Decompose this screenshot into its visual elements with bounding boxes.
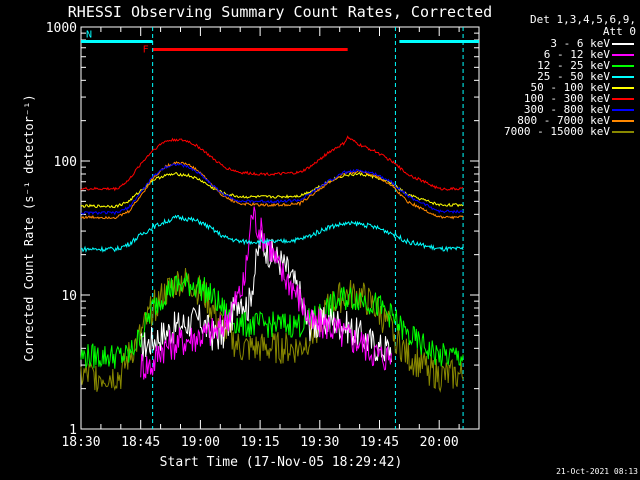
legend-item-label: 25 - 50 keV <box>537 70 610 83</box>
x-tick-labels: 18:30 18:45 19:00 19:15 19:30 19:45 20:00 <box>61 435 458 450</box>
legend-item: 12 - 25 keV <box>488 59 636 72</box>
plot-axes <box>80 26 480 430</box>
series-line <box>80 161 464 220</box>
legend-item-label: 3 - 6 keV <box>550 37 610 50</box>
x-tick-label: 19:45 <box>360 435 399 450</box>
legend-item-label: 7000 - 15000 keV <box>504 125 610 138</box>
x-tick-label: 18:45 <box>121 435 160 450</box>
x-tick-label: 19:00 <box>181 435 220 450</box>
legend: Det 1,3,4,5,6,9, Att 0 3 - 6 keV 6 - 12 k… <box>488 13 636 138</box>
legend-item: 3 - 6 keV <box>488 37 636 50</box>
legend-swatch <box>612 43 634 45</box>
legend-item-label: 100 - 300 keV <box>523 92 610 105</box>
legend-item: 7000 - 15000 keV <box>488 125 636 138</box>
legend-item-label: 800 - 7000 keV <box>517 114 610 127</box>
legend-swatch <box>612 54 634 56</box>
time-markers <box>152 27 464 429</box>
x-tick-label: 18:30 <box>61 435 100 450</box>
legend-header-detectors: Det 1,3,4,5,6,9, <box>530 13 636 26</box>
series-line <box>80 135 464 192</box>
x-tick-label: 20:00 <box>420 435 459 450</box>
y-tick-label: 10 <box>61 289 77 304</box>
legend-header-attenuator: Att 0 <box>602 25 636 38</box>
y-tick-labels: 1 10 100 1000 <box>46 21 77 438</box>
legend-rows: 3 - 6 keV 6 - 12 keV 12 - 25 keV 25 - 50 ke… <box>488 37 636 138</box>
legend-swatch <box>612 87 634 89</box>
legend-swatch <box>612 98 634 100</box>
y-tick-label: 1000 <box>46 21 77 36</box>
flag-bars: NF <box>81 29 479 55</box>
series-line <box>80 163 464 216</box>
flag-label-N: N <box>86 29 92 40</box>
series-lines <box>80 135 464 393</box>
legend-swatch <box>612 131 634 133</box>
x-tick-label: 19:15 <box>241 435 280 450</box>
y-tick-label: 1 <box>69 423 77 438</box>
x-axis-label: Start Time (17-Nov-05 18:29:42) <box>160 455 403 470</box>
y-tick-label: 100 <box>54 155 77 170</box>
timestamp: 21-Oct-2021 08:13 <box>556 467 638 476</box>
legend-item-label: 6 - 12 keV <box>543 48 610 61</box>
legend-item: 800 - 7000 keV <box>488 114 636 127</box>
legend-item: 25 - 50 keV <box>488 70 636 83</box>
legend-item-label: 12 - 25 keV <box>537 59 610 72</box>
x-tick-label: 19:30 <box>300 435 339 450</box>
legend-swatch <box>612 109 634 111</box>
chart-title: RHESSI Observing Summary Count Rates, Co… <box>68 3 492 21</box>
legend-swatch <box>612 65 634 67</box>
series-line <box>80 267 464 393</box>
legend-swatch <box>612 120 634 122</box>
series-line <box>80 272 464 369</box>
legend-swatch <box>612 76 634 78</box>
y-axis-label: Corrected Count Rate (s⁻¹ detector⁻¹) <box>22 94 36 361</box>
legend-item: 50 - 100 keV <box>488 81 636 94</box>
legend-item-label: 50 - 100 keV <box>530 81 610 94</box>
series-line <box>80 214 464 253</box>
legend-item: 100 - 300 keV <box>488 92 636 105</box>
legend-item-label: 300 - 800 keV <box>523 103 610 116</box>
flag-label-F: F <box>143 44 149 55</box>
legend-item: 300 - 800 keV <box>488 103 636 116</box>
legend-item: 6 - 12 keV <box>488 48 636 61</box>
